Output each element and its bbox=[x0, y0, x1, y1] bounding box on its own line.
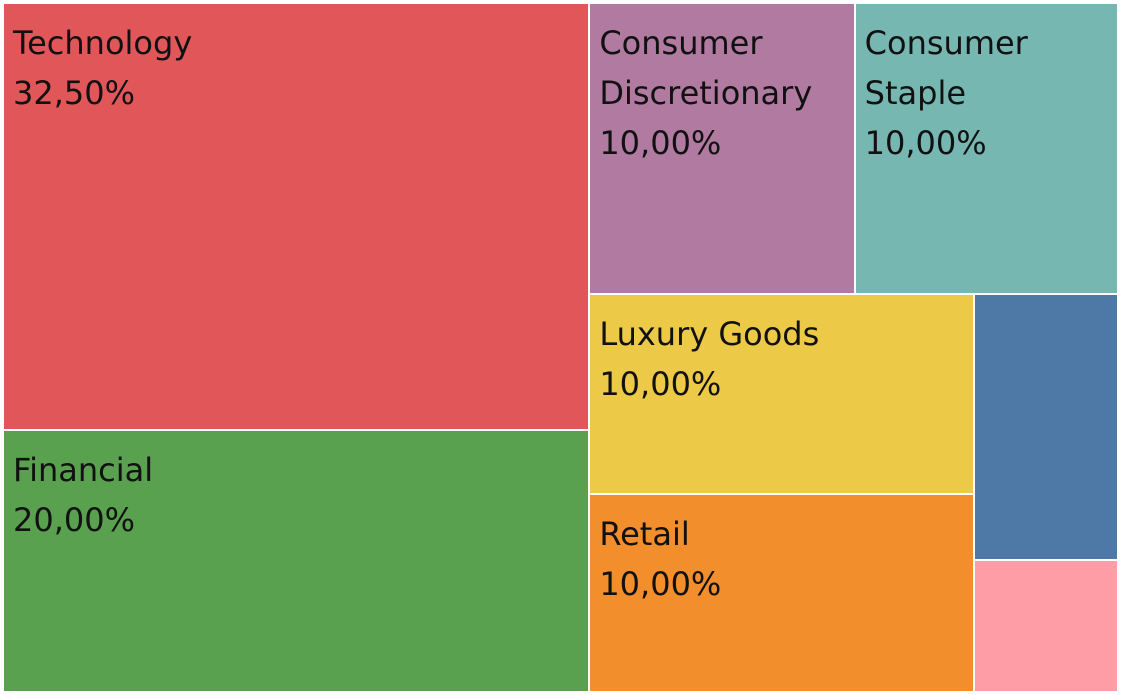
treemap-tile-consumer-staple: Consumer Staple 10,00% bbox=[855, 4, 1117, 294]
treemap-tile-label: Luxury Goods bbox=[599, 315, 820, 354]
treemap-tile-luxury-goods: Luxury Goods 10,00% bbox=[590, 295, 974, 494]
treemap-tile-label: Consumer Staple bbox=[864, 24, 1028, 112]
treemap-tile-unlabeled bbox=[975, 561, 1117, 691]
treemap-tile-value: 10,00% bbox=[599, 124, 722, 162]
treemap-tile-unlabeled bbox=[975, 295, 1117, 560]
treemap-tile-value: 32,50% bbox=[13, 74, 136, 112]
treemap-tile-consumer-discretionary: Consumer Discretionary 10,00% bbox=[590, 4, 854, 294]
treemap-tile-value: 10,00% bbox=[864, 124, 987, 162]
treemap-tile-technology: Technology 32,50% bbox=[4, 4, 589, 430]
treemap-tile-value: 10,00% bbox=[599, 365, 722, 404]
treemap-tile-value: 10,00% bbox=[599, 565, 722, 604]
treemap-tile-financial: Financial 20,00% bbox=[4, 431, 589, 691]
treemap-tile-label: Financial bbox=[13, 451, 154, 490]
treemap-tile-value: 20,00% bbox=[13, 501, 136, 540]
treemap-tile-label: Consumer Discretionary bbox=[599, 24, 813, 112]
treemap-tile-retail: Retail 10,00% bbox=[590, 495, 974, 691]
treemap-tile-label: Retail bbox=[599, 515, 690, 554]
treemap-tile-label: Technology bbox=[13, 24, 193, 62]
